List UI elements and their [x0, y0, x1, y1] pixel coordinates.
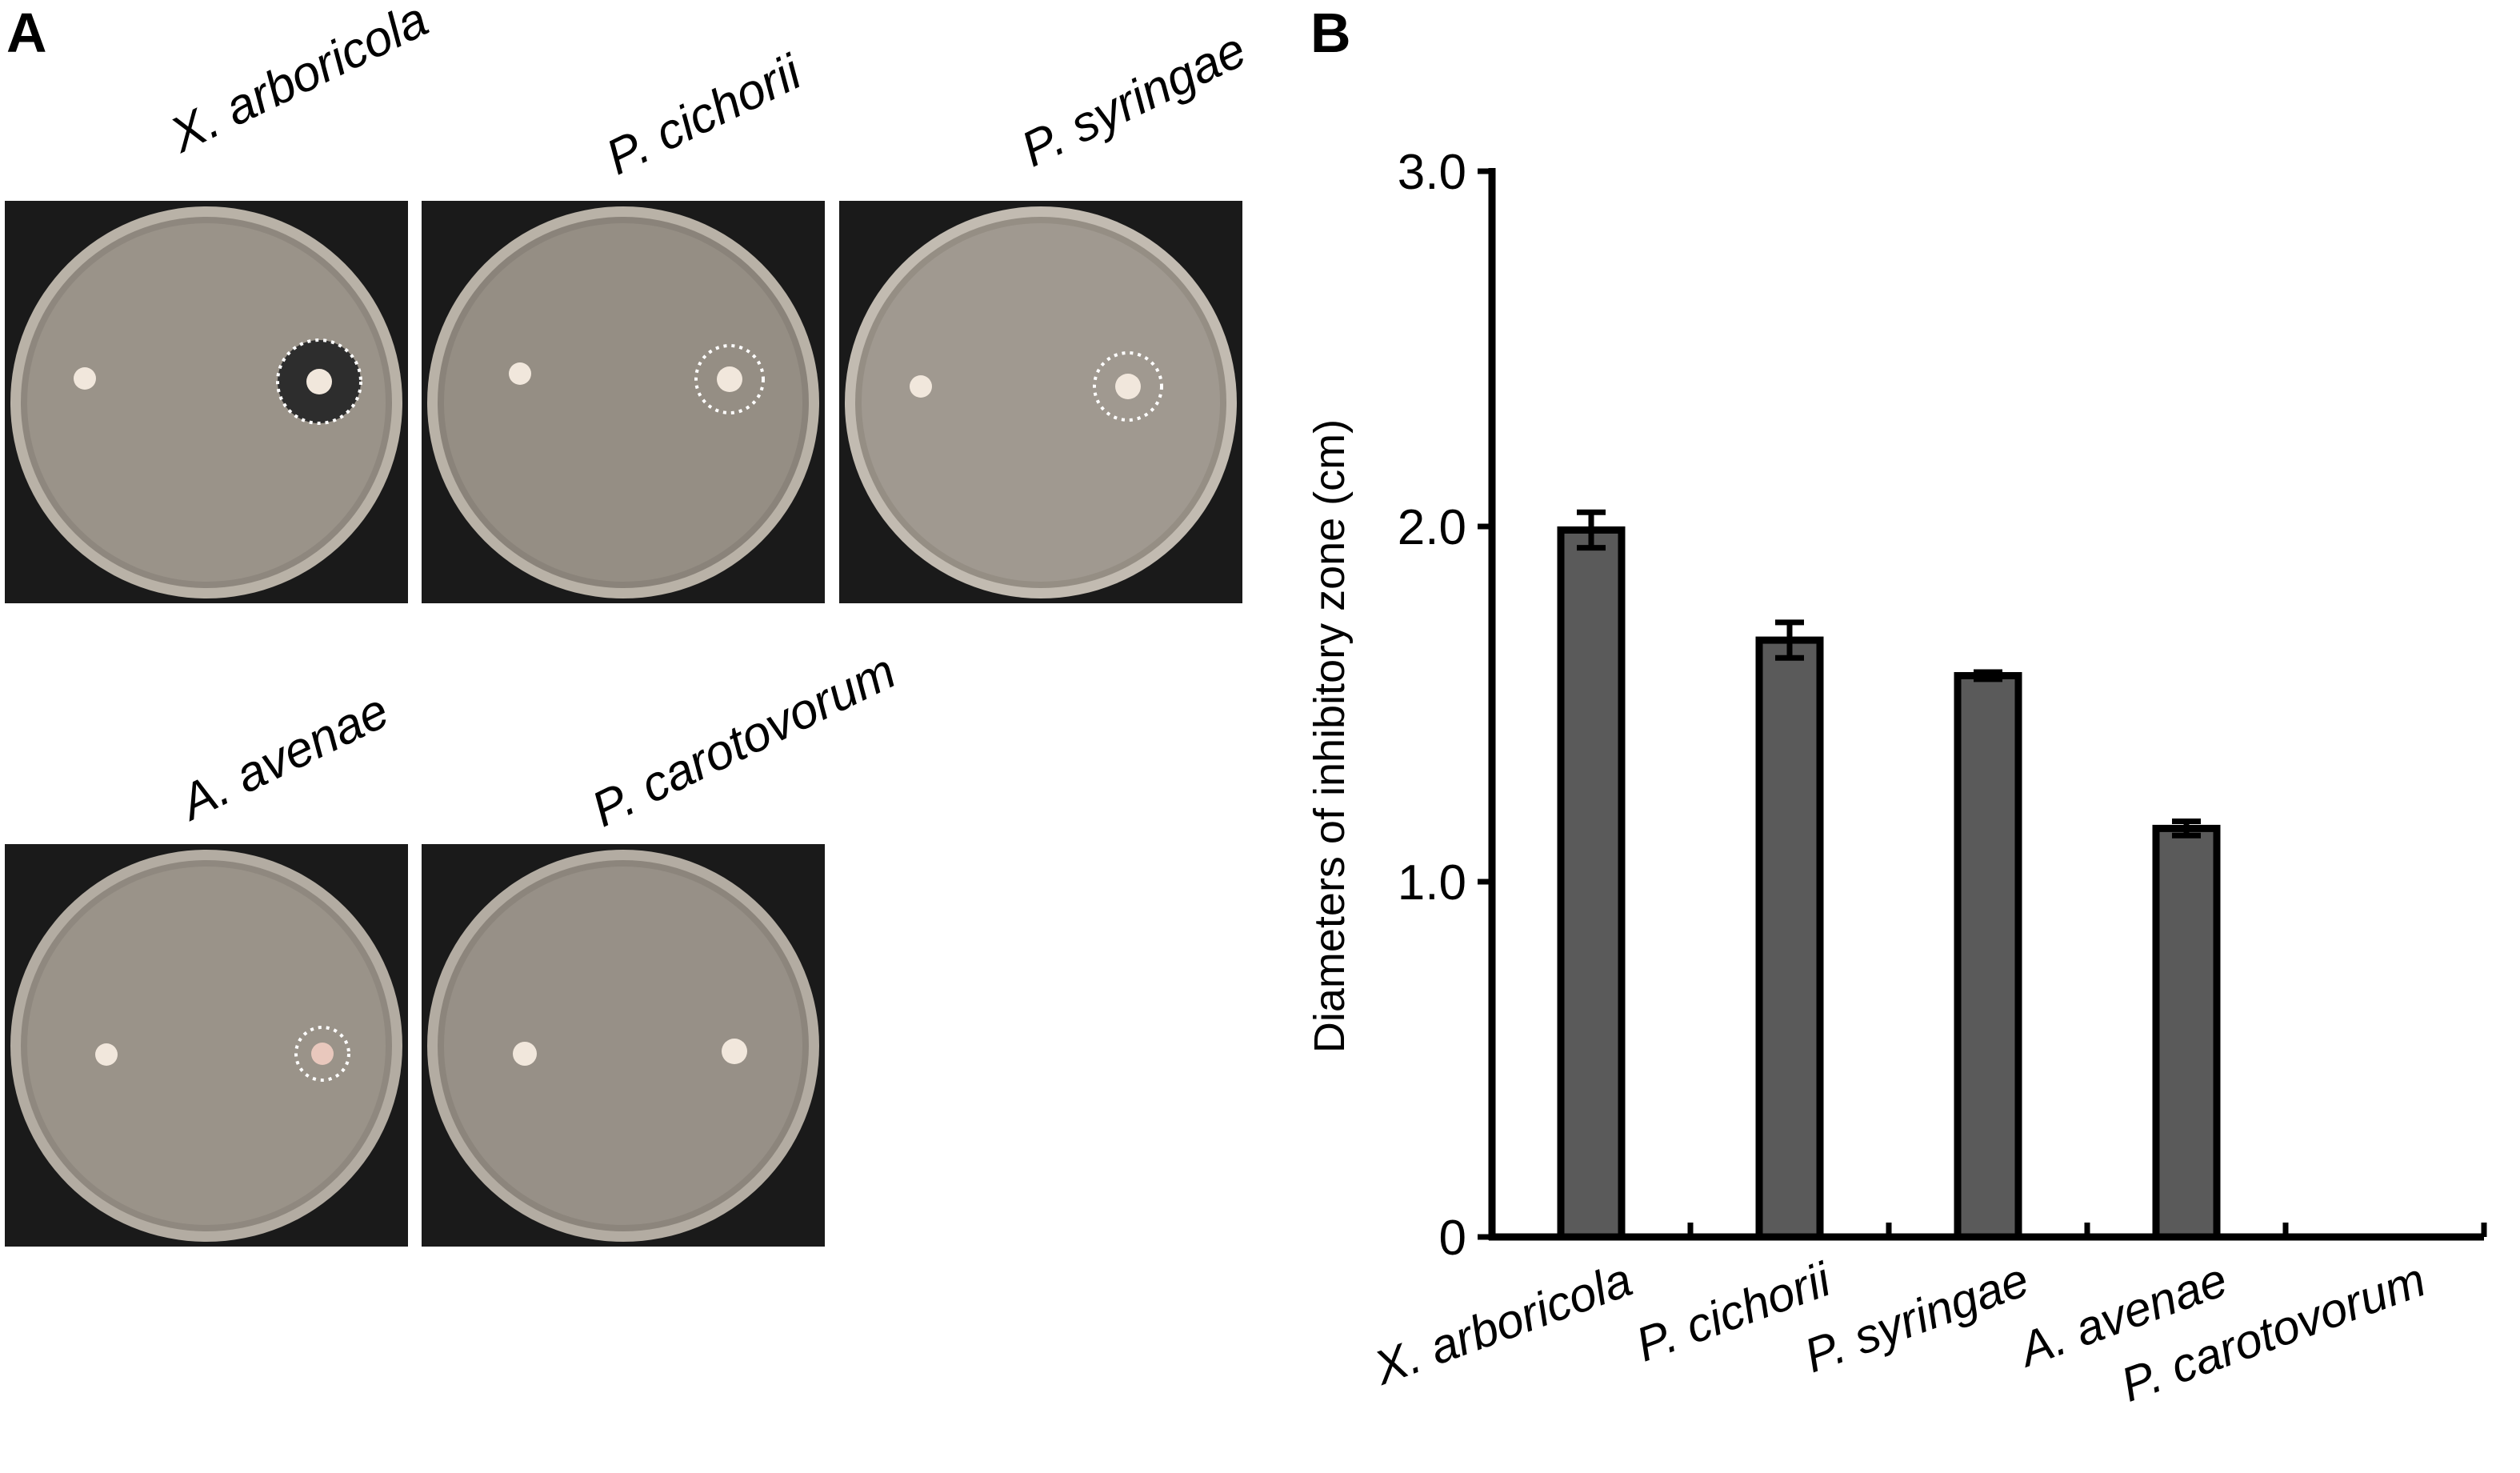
- plate-photo-x-arboricola: [5, 201, 408, 603]
- plate-photo-p-carotovorum: [422, 844, 825, 1247]
- petri-dish-image: [5, 201, 408, 603]
- petri-dish-image: [422, 201, 825, 603]
- petri-dish-image: [839, 201, 1242, 603]
- y-tick-label: 0: [1439, 1211, 1466, 1266]
- bar: [2152, 824, 2221, 1241]
- y-axis-title: Diameters of inhibitory zone (cm): [1306, 419, 1354, 1053]
- y-tick-label: 2.0: [1398, 500, 1466, 555]
- plate-photo-p-cichorii: [422, 201, 825, 603]
- bar: [1755, 636, 1824, 1241]
- petri-dish-image: [5, 844, 408, 1247]
- plate-photo-p-syringae: [839, 201, 1242, 603]
- bar: [1557, 526, 1626, 1241]
- plate-photo-a-avenae: [5, 844, 408, 1247]
- y-tick-label: 1.0: [1398, 855, 1466, 911]
- x-category-label: P. syringae: [1798, 1252, 2036, 1383]
- x-category-label: X. arboricola: [1366, 1252, 1638, 1395]
- panel-b-label: B: [1310, 2, 1351, 64]
- panel-a-label: A: [6, 2, 47, 64]
- petri-dish-image: [422, 844, 825, 1247]
- y-tick-label: 3.0: [1398, 145, 1466, 200]
- bar: [1954, 671, 2022, 1241]
